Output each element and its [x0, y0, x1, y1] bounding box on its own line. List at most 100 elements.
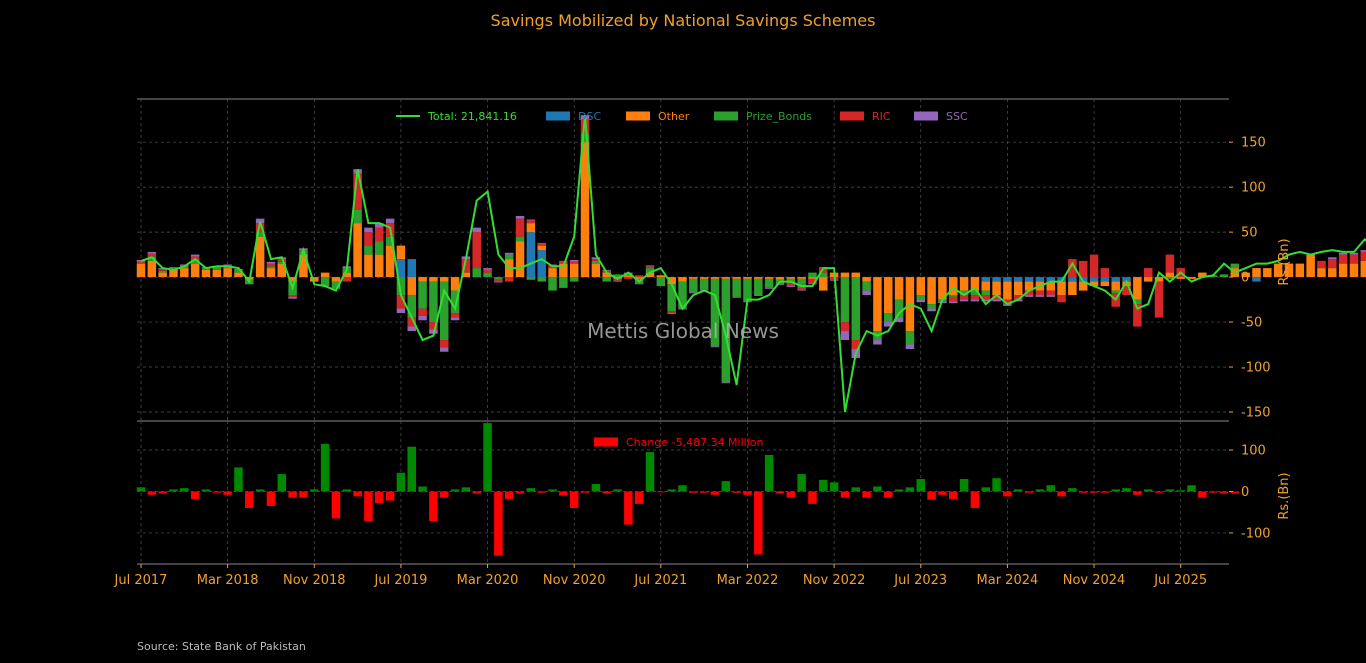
bar-ric	[559, 261, 568, 264]
change-bars	[136, 423, 1240, 556]
bar-other	[656, 275, 666, 278]
bar-other	[1046, 281, 1055, 291]
y-tick-label: -100	[1241, 361, 1271, 376]
bar-other	[678, 277, 687, 282]
bar-dsc	[537, 250, 546, 278]
bar-ric	[1143, 268, 1153, 278]
bar-ssc	[1035, 295, 1045, 297]
bar-other	[710, 277, 720, 279]
bar-other	[1089, 281, 1099, 287]
bar-ssc	[1338, 252, 1348, 255]
y-tick-label: -150	[1241, 406, 1271, 421]
bar-prize-bonds	[234, 269, 243, 273]
bar-prize-bonds	[808, 272, 817, 278]
change-bar	[461, 487, 471, 492]
bar-prize-bonds	[212, 267, 222, 270]
bar-ric	[1013, 295, 1023, 300]
change-bar	[1013, 489, 1023, 492]
bar-ric	[1317, 260, 1326, 269]
bar-ric	[266, 263, 276, 267]
legend-change-label: Change -5,487.34 Million	[626, 436, 764, 449]
change-bar	[310, 489, 319, 492]
change-bar	[353, 491, 362, 497]
change-bar	[710, 491, 720, 495]
bar-ric	[797, 287, 806, 290]
bar-other	[580, 142, 590, 278]
bar-prize-bonds	[1111, 290, 1120, 294]
change-bar	[1057, 491, 1066, 497]
bar-other	[1306, 254, 1315, 278]
bar-prize-bonds	[732, 278, 741, 297]
change-bar	[613, 489, 622, 492]
bar-ssc	[375, 223, 384, 228]
bar-ric	[1154, 281, 1164, 318]
bar-other	[429, 277, 438, 282]
bar-prize-bonds	[353, 209, 362, 224]
change-bar	[439, 491, 449, 498]
change-bar	[894, 489, 904, 492]
bar-prize-bonds	[407, 295, 416, 318]
bar-other	[1284, 263, 1294, 278]
change-bar	[450, 489, 460, 492]
bar-ric	[429, 322, 438, 330]
bar-other	[396, 245, 406, 260]
bar-other	[851, 272, 861, 278]
bar-other	[938, 277, 947, 300]
change-bar	[1122, 488, 1131, 492]
bar-ssc	[645, 265, 655, 267]
bar-ric	[808, 278, 817, 284]
bar-prize-bonds	[548, 277, 557, 291]
bar-prize-bonds	[331, 281, 341, 289]
bar-ssc	[808, 283, 817, 285]
x-ticks: Jul 2017 Mar 2018 Nov 2018 Jul 2019 Mar 2020…	[114, 564, 1207, 588]
bar-prize-bonds	[526, 277, 536, 280]
bar-prize-bonds	[656, 277, 666, 287]
bar-other	[277, 263, 287, 278]
bar-other	[808, 277, 817, 279]
change-bar	[1068, 488, 1077, 492]
bar-other	[450, 277, 460, 291]
bar-prize-bonds	[375, 241, 384, 255]
bar-dsc	[407, 259, 416, 278]
bar-ric	[591, 259, 601, 261]
bar-prize-bonds	[569, 277, 579, 282]
change-bar	[180, 488, 189, 492]
bar-other	[699, 277, 709, 279]
change-bar	[873, 486, 882, 492]
bar-prize-bonds	[1230, 263, 1240, 269]
bar-other	[1295, 263, 1305, 278]
bar-prize-bonds	[981, 290, 990, 296]
bar-other	[1263, 268, 1272, 278]
bar-ric	[407, 317, 416, 327]
change-bar	[1208, 491, 1218, 493]
bar-prize-bonds	[916, 295, 926, 300]
bar-ssc	[472, 227, 481, 233]
change-bar	[970, 491, 980, 509]
bar-prize-bonds	[537, 277, 546, 282]
bar-other	[537, 245, 546, 251]
y-tick-label: 50	[1241, 226, 1258, 241]
bar-ssc	[732, 296, 741, 298]
source-note: Source: State Bank of Pakistan	[137, 640, 306, 653]
bar-ric	[483, 269, 492, 273]
bar-prize-bonds	[851, 277, 861, 341]
bar-ric	[439, 340, 449, 348]
bar-other	[981, 281, 990, 291]
bar-other	[461, 272, 471, 278]
bar-prize-bonds	[949, 295, 958, 297]
change-bar	[407, 446, 416, 492]
change-bar	[147, 491, 157, 495]
change-bar	[862, 491, 871, 498]
y-tick-label: 150	[1241, 136, 1266, 151]
bar-ric	[949, 296, 958, 302]
bar-dsc	[1046, 277, 1055, 282]
change-bar	[1187, 485, 1196, 492]
legend-label-dsc: DSC	[578, 110, 601, 123]
change-bar	[580, 491, 590, 493]
bar-prize-bonds	[364, 245, 373, 255]
bar-prize-bonds	[158, 270, 167, 273]
bar-other	[190, 263, 200, 278]
change-bar	[689, 491, 698, 493]
change-bar	[938, 491, 947, 495]
bar-prize-bonds	[429, 281, 438, 323]
